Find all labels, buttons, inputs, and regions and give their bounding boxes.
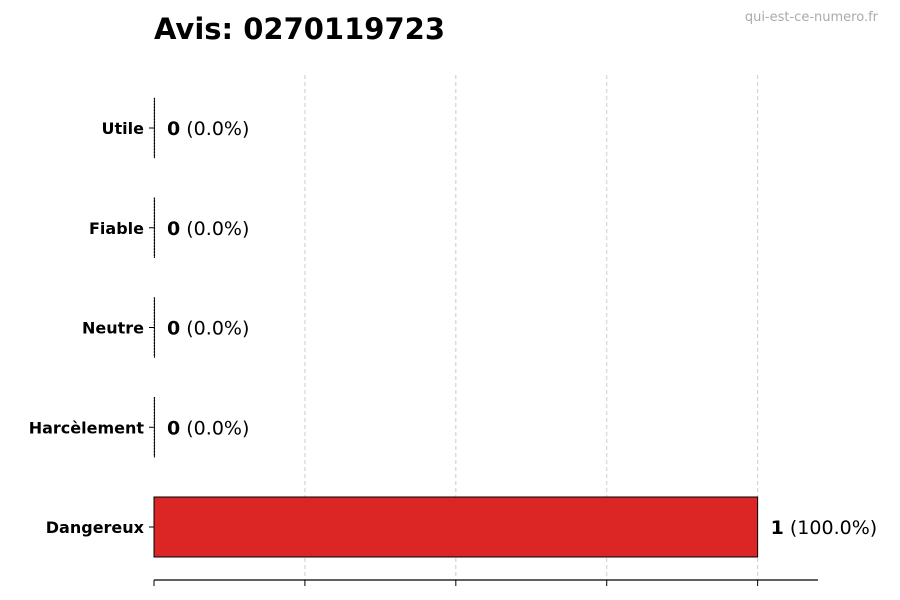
value-label: 0 (0.0%) bbox=[167, 318, 249, 340]
value-label: 1 (100.0%) bbox=[771, 517, 878, 539]
value-label: 0 (0.0%) bbox=[167, 118, 249, 140]
bar bbox=[153, 496, 759, 558]
category-label: Utile bbox=[102, 119, 145, 138]
bar bbox=[153, 297, 156, 358]
bar bbox=[153, 397, 156, 458]
category-label: Harcèlement bbox=[29, 418, 145, 437]
category-label: Dangereux bbox=[46, 518, 145, 537]
value-label: 0 (0.0%) bbox=[167, 218, 249, 240]
bar bbox=[153, 197, 156, 258]
value-label: 0 (0.0%) bbox=[167, 417, 249, 439]
category-label: Neutre bbox=[82, 319, 144, 338]
category-label: Fiable bbox=[89, 219, 144, 238]
chart-title: Avis: 0270119723 bbox=[154, 12, 445, 46]
bar bbox=[153, 97, 156, 159]
watermark: qui-est-ce-numero.fr bbox=[744, 10, 878, 25]
